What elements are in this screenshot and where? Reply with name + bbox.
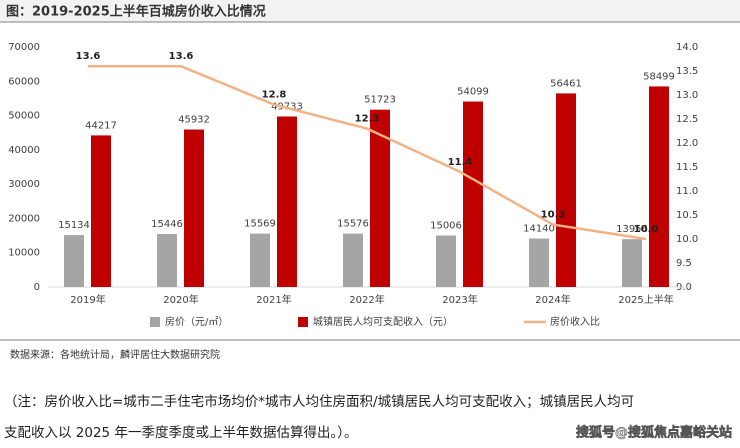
y-tick-label: 10000 — [8, 248, 40, 259]
bar-label: 15569 — [244, 219, 276, 230]
bar — [277, 116, 297, 288]
bar-label: 15576 — [337, 219, 369, 230]
bar-label: 44217 — [85, 120, 117, 131]
legend-label: 房价收入比 — [550, 315, 600, 328]
x-tick-label: 2021年 — [256, 293, 291, 306]
line-label: 10.3 — [541, 210, 566, 221]
y2-tick-label: 13.5 — [676, 66, 698, 77]
bar — [529, 238, 549, 287]
x-tick-label: 2019年 — [70, 293, 105, 306]
bar-label: 15006 — [430, 221, 462, 232]
note-line: （注：房价收入比=城市二手住宅市场均价*城市人均住房面积/城镇居民人均可支配收入… — [4, 393, 634, 410]
x-tick-label: 2022年 — [349, 293, 384, 306]
y2-tick-label: 11.5 — [676, 162, 698, 173]
y-tick-label: 20000 — [8, 213, 40, 224]
legend-swatch — [150, 317, 160, 327]
source: 数据来源：各地统计局，麟评居住大数据研究院 — [10, 348, 220, 361]
bar — [64, 235, 84, 287]
bar-label: 51723 — [364, 95, 396, 106]
y-tick-label: 30000 — [8, 179, 40, 190]
bar-label: 15446 — [151, 219, 183, 230]
y2-tick-label: 10.0 — [676, 234, 698, 245]
bar-label: 56461 — [550, 78, 582, 89]
y-tick-label: 40000 — [8, 145, 40, 156]
bar-label: 14140 — [523, 224, 555, 235]
line-label: 12.8 — [262, 90, 287, 101]
note-line: 支配收入以 2025 年一季度季度或上半年数据估算得出。）。 — [4, 424, 357, 441]
bar-label: 58499 — [643, 71, 675, 82]
bar-label: 15134 — [58, 220, 90, 231]
bar-label: 54099 — [457, 87, 489, 98]
line-label: 12.3 — [355, 114, 380, 125]
bar — [250, 233, 270, 287]
watermark: 搜狐号@搜狐焦点嘉峪关站 — [576, 425, 732, 441]
y2-tick-label: 12.0 — [676, 138, 698, 149]
y2-tick-label: 12.5 — [676, 114, 698, 125]
chart-title: 图：2019-2025上半年百城房价收入比情况 — [6, 4, 266, 20]
x-tick-label: 2024年 — [535, 293, 570, 306]
y2-tick-label: 13.0 — [676, 90, 698, 101]
bar — [463, 101, 483, 287]
line-label: 10.0 — [634, 224, 659, 235]
x-tick-label: 2023年 — [442, 293, 477, 306]
line — [88, 64, 647, 241]
bar-label: 45932 — [178, 115, 210, 126]
line-label: 13.6 — [76, 51, 101, 62]
line-label: 11.4 — [448, 157, 473, 168]
y2-tick-label: 11.0 — [676, 186, 698, 197]
y2-tick-label: 14.0 — [676, 42, 698, 53]
bar — [91, 135, 111, 287]
y-tick-label: 60000 — [8, 76, 40, 87]
y2-tick-label: 9.5 — [676, 258, 692, 269]
bar — [343, 233, 363, 287]
line-label: 13.6 — [169, 51, 194, 62]
x-tick-label: 2020年 — [163, 293, 198, 306]
title-bar — [0, 0, 740, 22]
bar — [556, 93, 576, 287]
y-tick-label: 0 — [34, 282, 40, 293]
bar — [649, 86, 669, 287]
legend-label: 城镇居民人均可支配收入（元） — [313, 315, 453, 328]
y-tick-label: 70000 — [8, 42, 40, 53]
bar — [436, 235, 456, 287]
bar-label: 13956 — [616, 224, 648, 235]
legend-swatch — [298, 317, 308, 327]
bar — [622, 239, 642, 287]
legend-label: 房价（元/㎡） — [165, 315, 228, 328]
y2-tick-label: 10.5 — [676, 210, 698, 221]
bar — [184, 129, 204, 287]
y-tick-label: 50000 — [8, 111, 40, 122]
bar — [157, 234, 177, 287]
x-tick-label: 2025上半年 — [618, 293, 673, 306]
bar — [370, 109, 390, 287]
